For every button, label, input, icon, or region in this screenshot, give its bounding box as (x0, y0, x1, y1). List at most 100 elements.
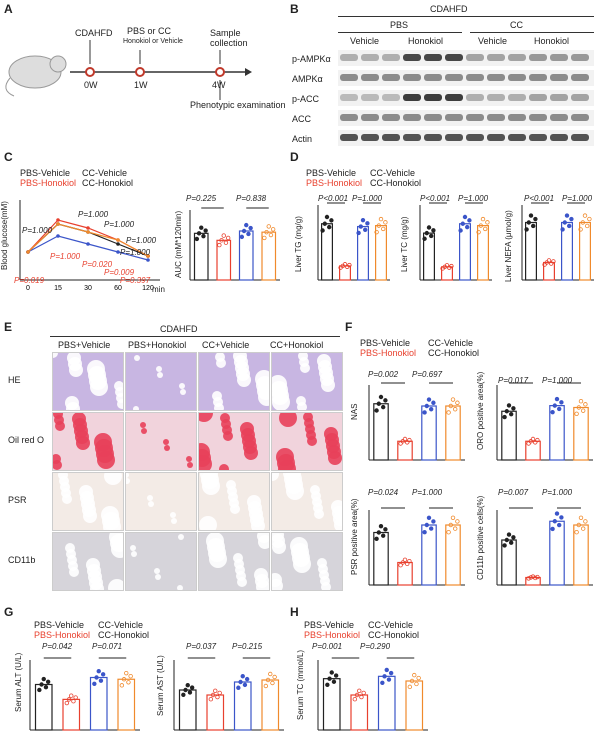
d-tc-point-3-4 (485, 220, 490, 225)
f-oro-point-3-3 (580, 408, 586, 413)
histology-vacuole-1-2-13 (240, 422, 254, 436)
c-line-xunit: min (152, 285, 165, 294)
f-nas-point-3-2 (450, 397, 456, 402)
f-nas-point-0-0 (374, 408, 379, 413)
f-oro-bar-1 (525, 440, 541, 461)
f-psr-point-1-1 (400, 560, 405, 565)
f-psr-point-0-0 (374, 536, 379, 541)
histology-vacuole-0-2-11 (255, 370, 269, 388)
d-tc-point-0-2 (426, 225, 432, 230)
c-auc-point-0-1 (196, 231, 202, 236)
histology-vacuole-2-0-2 (104, 473, 122, 485)
histology-vacuole-1-1-3 (140, 422, 146, 428)
f-pval-3-0: P=0.007 (498, 488, 529, 497)
d-tc-point-0-1 (424, 230, 429, 236)
f-nas-point-2-2 (426, 397, 432, 402)
timeline-sample: Sample (210, 28, 241, 38)
blot-band-2-11 (571, 94, 589, 101)
histology-vacuole-1-3-2 (279, 413, 297, 427)
d-tg-point-3-2 (378, 216, 384, 222)
histology-vacuole-0-2-13 (233, 353, 247, 363)
c-bar-pval-1: P=0.838 (236, 194, 267, 203)
f-nas-point-1-0 (398, 441, 403, 446)
f-nas-point-2-0 (422, 410, 427, 415)
blot-band-0-7 (487, 54, 505, 61)
h-pval-0-1: P=0.290 (360, 642, 391, 651)
f-psr-point-2-4 (431, 519, 436, 524)
d-nefa-point-0-0 (524, 227, 529, 232)
blot-label-pacc: p-ACC (292, 94, 320, 104)
g-ast-point-2-3 (242, 682, 248, 688)
f-oro-point-0-2 (506, 403, 512, 408)
g-pval-0-1: P=0.071 (92, 642, 123, 651)
blot-band-2-7 (487, 94, 505, 101)
h-tc-point-0-0 (325, 682, 330, 688)
histology-vacuole-0-0-12 (114, 381, 123, 391)
blot-band-1-10 (550, 74, 568, 81)
blot-band-0-1 (361, 54, 379, 61)
histology-image-3-3 (271, 532, 343, 591)
f-nas-point-3-0 (446, 410, 451, 415)
f-oro-point-0-1 (504, 409, 509, 414)
blot-band-0-9 (529, 54, 547, 61)
g-ast-bar-3 (261, 679, 280, 731)
blot-band-2-6 (466, 94, 484, 101)
f-nas-point-1-2 (402, 436, 408, 442)
h-tc-point-3-1 (409, 678, 415, 684)
d-nefa-point-3-1 (580, 220, 585, 225)
f-oro-point-1-4 (535, 437, 540, 443)
f-cd11b-point-3-2 (578, 515, 584, 520)
blot-label-acc: ACC (292, 114, 312, 124)
blot-band-2-2 (382, 94, 400, 101)
f-cd11b-point-0-1 (504, 537, 509, 543)
histology-vacuole-2-2-12 (226, 480, 236, 490)
histology-vacuole-3-3-11 (290, 537, 308, 555)
f-pval-2-1: P=1.000 (412, 488, 443, 497)
histology-image-0-1 (125, 352, 197, 411)
f-ylabel-3: CD11b positive cells(%) (476, 495, 485, 580)
h-tc-point-2-4 (388, 670, 394, 676)
histology-vacuole-0-2-12 (212, 391, 222, 401)
histology-image-2-0 (52, 472, 124, 531)
blot-band-4-1 (361, 134, 379, 141)
f-psr-point-0-3 (381, 533, 386, 538)
blot-band-3-1 (361, 114, 379, 121)
timeline-treatment: Honokiol or Vehicle (123, 38, 183, 45)
f-pval-0-0: P=0.002 (368, 370, 399, 379)
timeline-dot-0w (85, 67, 95, 77)
blot-band-0-11 (571, 54, 589, 61)
c-auc-point-2-4 (248, 225, 253, 231)
h-tc-point-1-2 (357, 688, 362, 693)
histology-vacuole-1-1-2 (187, 462, 193, 468)
timeline-collection: collection (210, 38, 248, 48)
c-line-pval-4: P=1.000 (120, 248, 151, 257)
panel-a-letter: A (4, 2, 13, 16)
f-cd11b-point-1-3 (532, 575, 538, 581)
f-pval-3-1: P=1.000 (542, 488, 573, 497)
g-ast-point-0-4 (189, 685, 195, 690)
histology-vacuole-2-3-1 (272, 473, 279, 481)
d-tc-point-0-4 (431, 228, 436, 233)
g-ast-point-1-4 (217, 690, 222, 696)
blot-band-4-7 (487, 134, 505, 141)
g-alt-point-2-3 (98, 678, 104, 683)
d-nefa-point-2-4 (569, 216, 574, 222)
c-line-point-1-1 (56, 218, 60, 222)
blot-band-1-3 (403, 74, 421, 81)
histology-image-3-0 (52, 532, 124, 591)
histology-vacuole-2-0-12 (58, 473, 68, 480)
f-oro-point-1-3 (532, 440, 538, 445)
blot-band-0-10 (550, 54, 568, 61)
blot-band-4-6 (466, 134, 484, 141)
d-tc-point-2-1 (460, 221, 465, 226)
f-psr-point-2-3 (428, 526, 434, 531)
blot-band-3-10 (550, 114, 568, 121)
c-xtick-2: 30 (84, 285, 92, 292)
d-pval-2-1: P=1.000 (562, 194, 593, 203)
d-nefa-point-0-2 (528, 213, 534, 218)
d-tc-point-3-3 (482, 226, 488, 232)
h-ylabel-0: Serum TC (mmol/L) (296, 649, 305, 720)
c-line-point-3-3 (116, 238, 120, 242)
legend-f-1: CC-Vehicle (428, 338, 474, 348)
g-ast-point-3-3 (270, 680, 275, 686)
